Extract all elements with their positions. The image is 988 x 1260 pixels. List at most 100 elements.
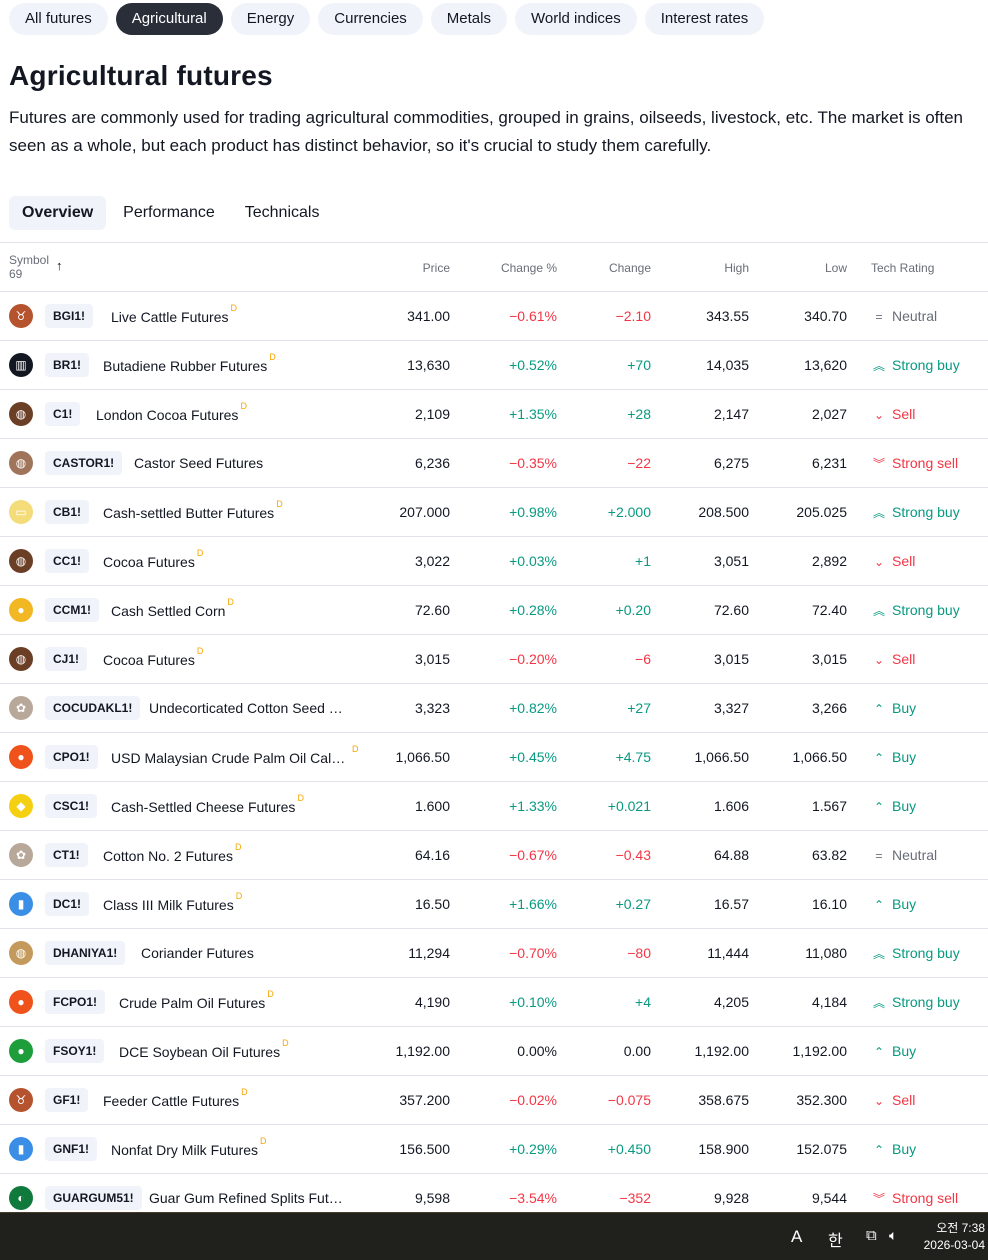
- tech-rating: ︽ Strong buy: [871, 945, 960, 962]
- cheese-icon: ◆: [9, 794, 33, 818]
- symbol-ticker-badge[interactable]: COCUDAKL1!: [45, 696, 141, 720]
- change-percent-value: −0.02%: [509, 1092, 557, 1108]
- table-row[interactable]: ● CPO1! USD Malaysian Crude Palm Oil Calen…: [0, 733, 988, 782]
- tab-performance[interactable]: Performance: [123, 204, 215, 221]
- instrument-name[interactable]: USD Malaysian Crude Palm Oil Calendar Fu…: [111, 744, 359, 766]
- table-row[interactable]: ◍ CASTOR1! Castor Seed Futures 6,236 −0.35% −…: [0, 439, 988, 488]
- table-row[interactable]: ▮ DC1! Class III Milk FuturesD 16.50 +1.66% +…: [0, 880, 988, 929]
- instrument-name[interactable]: Crude Palm Oil FuturesD: [119, 989, 274, 1011]
- taskbar-clock[interactable]: 오전 7:38 2026-03-04: [924, 1220, 985, 1254]
- high-value: 3,015: [713, 651, 749, 667]
- symbol-ticker-badge[interactable]: C1!: [45, 402, 81, 426]
- symbol-ticker-badge[interactable]: CT1!: [45, 843, 88, 867]
- change-percent-value: +0.52%: [509, 357, 557, 373]
- symbol-ticker-badge[interactable]: GUARGUM51!: [45, 1186, 142, 1210]
- change-column-header[interactable]: Change: [608, 261, 651, 275]
- symbol-ticker-badge[interactable]: CB1!: [45, 500, 90, 524]
- symbol-ticker-badge[interactable]: DHANIYA1!: [45, 941, 126, 965]
- instrument-name[interactable]: Cash Settled CornD: [111, 597, 234, 619]
- symbol-ticker-badge[interactable]: FSOY1!: [45, 1039, 105, 1063]
- instrument-name[interactable]: Cash-Settled Cheese FuturesD: [111, 793, 304, 815]
- symbol-ticker-badge[interactable]: CJ1!: [45, 647, 88, 671]
- price-column-header[interactable]: Price: [422, 261, 450, 275]
- instrument-name[interactable]: Cocoa FuturesD: [103, 548, 203, 570]
- delayed-data-marker: D: [297, 793, 304, 803]
- table-row[interactable]: ▭ CB1! Cash-settled Butter FuturesD 207.000…: [0, 488, 988, 537]
- table-row[interactable]: ♉ BGI1! Live Cattle FuturesD 341.00 −0.61% −2…: [0, 292, 988, 341]
- rating-buy-icon: ⌃: [873, 898, 885, 912]
- network-icon[interactable]: ⧉: [866, 1227, 877, 1244]
- table-row[interactable]: ◍ DHANIYA1! Coriander Futures 11,294 −0.70% −…: [0, 929, 988, 978]
- table-row[interactable]: ◍ C1! London Cocoa FuturesD 2,109 +1.35% +28 2…: [0, 390, 988, 439]
- symbol-column-header[interactable]: Symbol 69: [9, 253, 49, 281]
- tech-rating-label: Sell: [892, 406, 916, 422]
- instrument-name[interactable]: Class III Milk FuturesD: [103, 891, 242, 913]
- low-value: 1,192.00: [792, 1043, 848, 1059]
- table-row[interactable]: ♉ GF1! Feeder Cattle FuturesD 357.200 −0.02%…: [0, 1076, 988, 1125]
- change-pct-column-header[interactable]: Change %: [500, 261, 557, 275]
- table-row[interactable]: ▮ GNF1! Nonfat Dry Milk FuturesD 156.500 +0.…: [0, 1125, 988, 1174]
- symbol-ticker-badge[interactable]: CSC1!: [45, 794, 98, 818]
- tech-rating: ⌃ Buy: [871, 896, 916, 912]
- table-row[interactable]: ● FCPO1! Crude Palm Oil FuturesD 4,190 +0.10…: [0, 978, 988, 1027]
- low-value: 72.40: [811, 602, 847, 618]
- category-pill-all-futures[interactable]: All futures: [9, 3, 108, 35]
- low-column-header[interactable]: Low: [824, 261, 847, 275]
- price-value: 357.200: [399, 1092, 450, 1108]
- instrument-name-text: DCE Soybean Oil Futures: [119, 1043, 281, 1060]
- instrument-name[interactable]: London Cocoa FuturesD: [96, 401, 247, 423]
- volume-icon[interactable]: 🔈︎: [889, 1227, 898, 1243]
- category-pill-agricultural[interactable]: Agricultural: [115, 3, 223, 35]
- high-column-header[interactable]: High: [724, 261, 749, 275]
- table-row[interactable]: ◆ CSC1! Cash-Settled Cheese FuturesD 1.600 +…: [0, 782, 988, 831]
- symbol-ticker-badge[interactable]: FCPO1!: [45, 990, 106, 1014]
- instrument-name[interactable]: Feeder Cattle FuturesD: [103, 1087, 248, 1109]
- instrument-name-text: USD Malaysian Crude Palm Oil Calendar Fu…: [111, 749, 350, 766]
- price-value: 1,066.50: [395, 749, 451, 765]
- table-row[interactable]: ✿ CT1! Cotton No. 2 FuturesD 64.16 −0.67% −0.…: [0, 831, 988, 880]
- instrument-name[interactable]: Coriander Futures: [141, 945, 254, 961]
- table-row[interactable]: ✿ COCUDAKL1! Undecorticated Cotton Seed Oi…: [0, 684, 988, 733]
- table-row[interactable]: ▥ BR1! Butadiene Rubber FuturesD 13,630 +0.5…: [0, 341, 988, 390]
- instrument-name[interactable]: Live Cattle FuturesD: [111, 303, 237, 325]
- table-row[interactable]: ◍ CC1! Cocoa FuturesD 3,022 +0.03% +1 3,051 2,8…: [0, 537, 988, 586]
- symbol-ticker-badge[interactable]: GF1!: [45, 1088, 89, 1112]
- ime-mode-indicator[interactable]: A: [791, 1227, 803, 1246]
- category-pill-currencies[interactable]: Currencies: [318, 3, 423, 35]
- table-row[interactable]: ● FSOY1! DCE Soybean Oil FuturesD 1,192.00 0…: [0, 1027, 988, 1076]
- instrument-name[interactable]: Undecorticated Cotton Seed Oil Cake Futu…: [149, 700, 350, 716]
- category-pill-metals[interactable]: Metals: [430, 3, 507, 35]
- instrument-name[interactable]: Nonfat Dry Milk FuturesD: [111, 1136, 267, 1158]
- symbol-ticker-badge[interactable]: CASTOR1!: [45, 451, 123, 475]
- symbol-ticker-badge[interactable]: CCM1!: [45, 598, 99, 622]
- sort-ascending-icon[interactable]: ↑: [56, 258, 63, 273]
- tab-technicals[interactable]: Technicals: [244, 204, 320, 221]
- tech-rating-label: Strong buy: [892, 602, 960, 618]
- symbol-ticker-badge[interactable]: CC1!: [45, 549, 90, 573]
- symbol-ticker-badge[interactable]: CPO1!: [45, 745, 98, 769]
- instrument-name[interactable]: Cotton No. 2 FuturesD: [103, 842, 241, 864]
- instrument-name[interactable]: Castor Seed Futures: [134, 455, 263, 471]
- category-pill-world-indices[interactable]: World indices: [514, 3, 637, 35]
- symbol-ticker-badge[interactable]: GNF1!: [45, 1137, 97, 1161]
- table-row[interactable]: ◍ CJ1! Cocoa FuturesD 3,015 −0.20% −6 3,015 3,0…: [0, 635, 988, 684]
- symbol-ticker-badge[interactable]: DC1!: [45, 892, 90, 916]
- table-row[interactable]: ● CCM1! Cash Settled CornD 72.60 +0.28% +0.20…: [0, 586, 988, 635]
- tech-rating: ︽ Strong buy: [871, 504, 960, 521]
- symbol-ticker-badge[interactable]: BGI1!: [45, 304, 94, 328]
- tab-overview[interactable]: Overview: [9, 196, 107, 230]
- instrument-name-text: Coriander Futures: [141, 945, 254, 961]
- ime-language-indicator[interactable]: 한: [828, 1233, 843, 1250]
- instrument-name[interactable]: DCE Soybean Oil FuturesD: [119, 1038, 289, 1060]
- instrument-name[interactable]: Guar Gum Refined Splits Futures: [149, 1190, 350, 1206]
- instrument-name[interactable]: Cash-settled Butter FuturesD: [103, 499, 283, 521]
- table-row[interactable]: ◐ GUARGUM51! Guar Gum Refined Splits Futur…: [0, 1174, 988, 1223]
- instrument-name[interactable]: Cocoa FuturesD: [103, 646, 203, 668]
- category-pill-energy[interactable]: Energy: [230, 3, 311, 35]
- category-pill-interest-rates[interactable]: Interest rates: [644, 3, 765, 35]
- low-value: 340.70: [804, 308, 847, 324]
- tech-rating-column-header[interactable]: Tech Rating: [871, 261, 935, 275]
- instrument-name-text: London Cocoa Futures: [96, 406, 239, 423]
- instrument-name[interactable]: Butadiene Rubber FuturesD: [103, 352, 276, 374]
- symbol-ticker-badge[interactable]: BR1!: [45, 353, 90, 377]
